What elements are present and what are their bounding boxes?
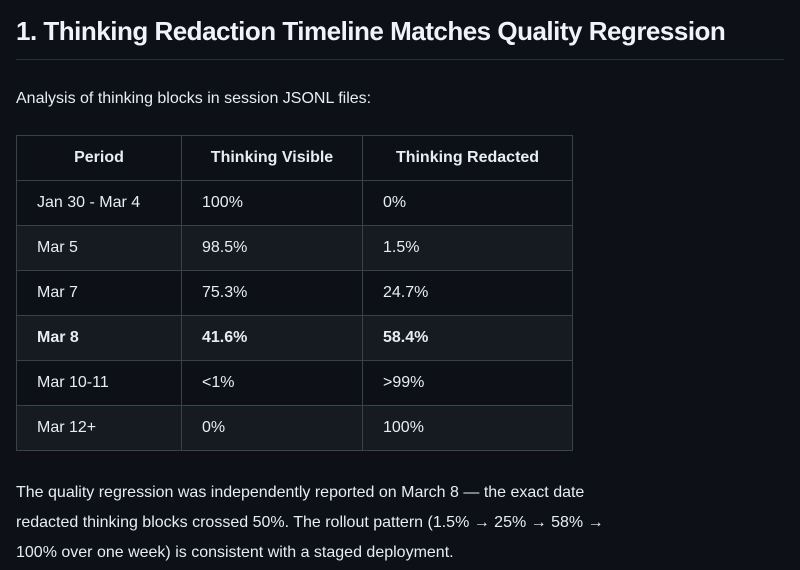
cell-period: Mar 7	[16, 270, 182, 316]
page-title: 1. Thinking Redaction Timeline Matches Q…	[16, 12, 784, 60]
cell-redacted: >99%	[362, 360, 573, 406]
thinking-redaction-table: Period Thinking Visible Thinking Redacte…	[16, 135, 573, 451]
column-header-period: Period	[16, 135, 182, 181]
table-row: Mar 5 98.5% 1.5%	[16, 225, 573, 271]
table-row: Mar 10-11 <1% >99%	[16, 360, 573, 406]
conclusion-line: The quality regression was independently…	[16, 484, 585, 501]
conclusion-paragraph: The quality regression was independently…	[16, 478, 784, 568]
cell-redacted: 58.4%	[362, 315, 573, 361]
cell-redacted: 0%	[362, 180, 573, 226]
cell-visible: <1%	[181, 360, 363, 406]
cell-visible: 100%	[181, 180, 363, 226]
cell-period: Jan 30 - Mar 4	[16, 180, 182, 226]
intro-text: Analysis of thinking blocks in session J…	[16, 90, 372, 107]
cell-period: Mar 12+	[16, 405, 182, 451]
cell-period: Mar 8	[16, 315, 182, 361]
cell-visible: 75.3%	[181, 270, 363, 316]
cell-visible: 98.5%	[181, 225, 363, 271]
cell-visible: 41.6%	[181, 315, 363, 361]
table-row: Mar 7 75.3% 24.7%	[16, 270, 573, 316]
column-header-redacted: Thinking Redacted	[362, 135, 573, 181]
cell-period: Mar 10-11	[16, 360, 182, 406]
cell-redacted: 1.5%	[362, 225, 573, 271]
conclusion-line: 100% over one week) is consistent with a…	[16, 544, 454, 561]
cell-visible: 0%	[181, 405, 363, 451]
column-header-visible: Thinking Visible	[181, 135, 363, 181]
table-header-row: Period Thinking Visible Thinking Redacte…	[16, 135, 573, 181]
cell-redacted: 24.7%	[362, 270, 573, 316]
cell-period: Mar 5	[16, 225, 182, 271]
cell-redacted: 100%	[362, 405, 573, 451]
conclusion-line: redacted thinking blocks crossed 50%. Th…	[16, 514, 604, 531]
table-row: Jan 30 - Mar 4 100% 0%	[16, 180, 573, 226]
table-row-highlighted: Mar 8 41.6% 58.4%	[16, 315, 573, 361]
table-row: Mar 12+ 0% 100%	[16, 405, 573, 451]
